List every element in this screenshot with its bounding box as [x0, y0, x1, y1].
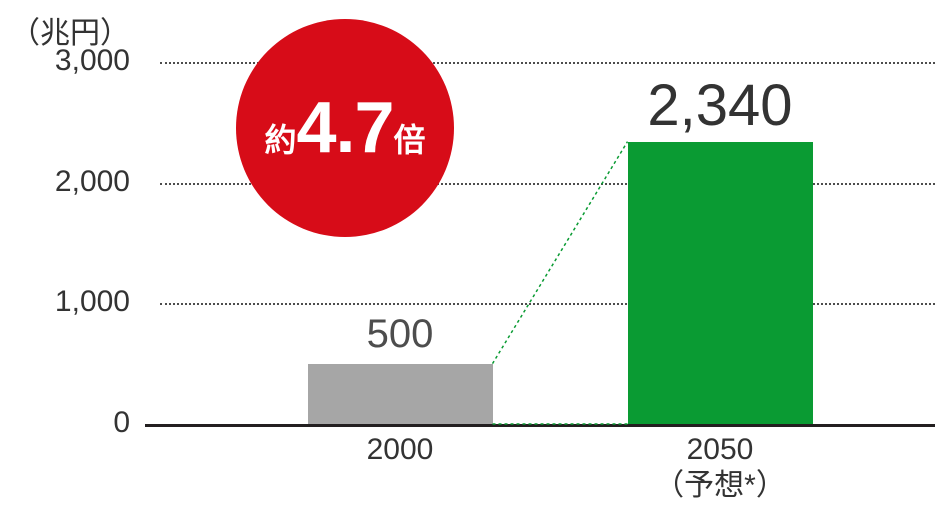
bar-chart: （兆円）01,0002,0003,00050020002,3402050（予想*…	[0, 0, 944, 514]
badge-suffix: 倍	[394, 115, 426, 161]
y-tick-label: 3,000	[0, 44, 130, 78]
x-axis	[145, 424, 935, 427]
bar-2050	[628, 142, 813, 424]
bar-value-label: 2,340	[570, 72, 870, 139]
x-label: 2050（予想*）	[570, 432, 870, 504]
multiplier-badge: 約4.7倍	[236, 19, 454, 237]
bar-value-label: 500	[250, 312, 550, 357]
y-tick-label: 0	[0, 406, 130, 440]
badge-prefix: 約	[264, 115, 296, 161]
badge-value: 4.7	[296, 87, 393, 169]
x-label-main: 2050	[570, 432, 870, 468]
x-label-sub: （予想*）	[570, 468, 870, 504]
gridline	[160, 303, 935, 305]
y-tick-label: 2,000	[0, 165, 130, 199]
bar-2000	[308, 364, 493, 424]
y-tick-label: 1,000	[0, 285, 130, 319]
x-label-main: 2000	[250, 432, 550, 468]
x-label: 2000	[250, 432, 550, 468]
